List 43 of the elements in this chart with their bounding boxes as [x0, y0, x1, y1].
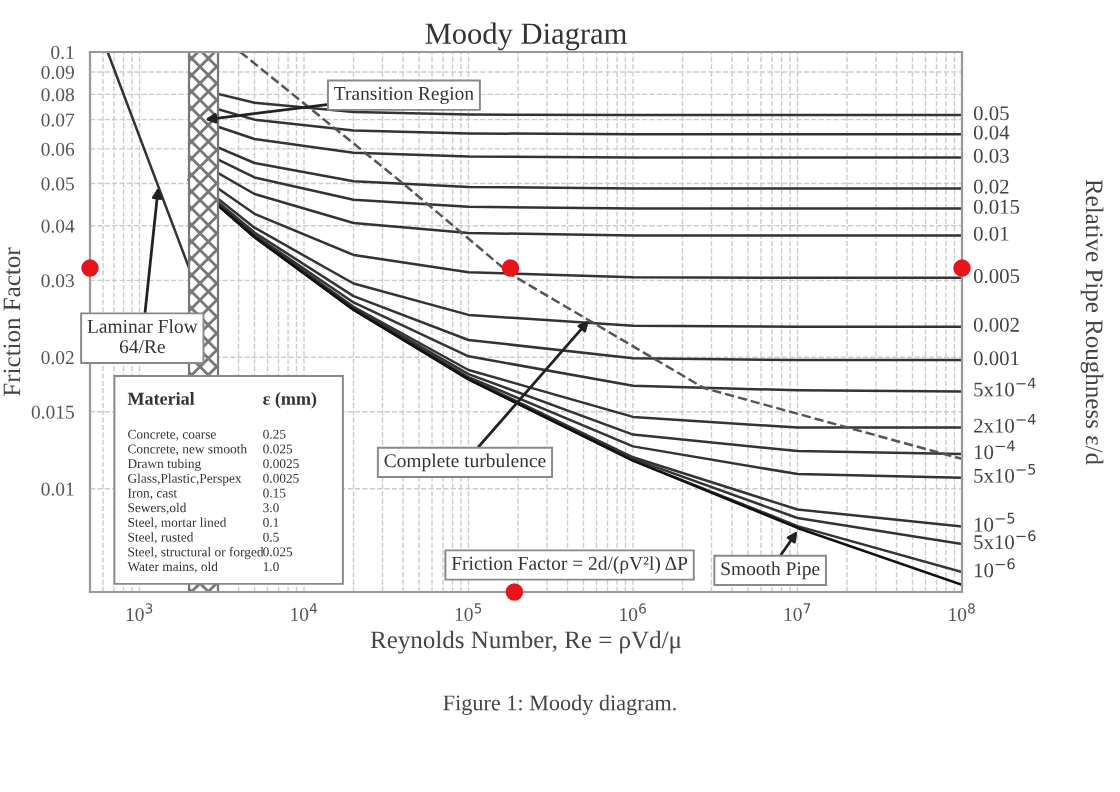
- series-label: 0.03: [973, 148, 1009, 163]
- y-tick-label: 0.015: [31, 405, 74, 419]
- y-tick-label: 0.03: [41, 274, 74, 288]
- y-axis-title: Friction Factor: [3, 247, 21, 396]
- annotation: Smooth Pipe: [721, 561, 820, 580]
- x-tick-label: 10$^{4}$: [291, 603, 318, 621]
- x-axis-title: Reynolds Number, Re = ρVd/μ: [370, 630, 681, 654]
- series-label: 0.001: [973, 351, 1019, 366]
- series-label: 10$^{−4}$: [974, 440, 1015, 460]
- y-tick-label: 0.05: [41, 177, 74, 191]
- x-tick-label: 10$^{8}$: [949, 603, 975, 622]
- y-tick-label: 0.01: [41, 482, 74, 496]
- annotation: Complete turbulence: [384, 453, 546, 472]
- y2-axis-title: Relative Pipe Roughness ε/d: [1080, 179, 1104, 465]
- chart-title: Moody Diagram: [425, 22, 627, 51]
- series-label: 0.015: [973, 199, 1020, 214]
- x-tick-label: 10$^{6}$: [620, 603, 646, 622]
- x-tick-label: 10$^{7}$: [784, 603, 811, 621]
- series-label: 5x10$^{−4}$: [974, 377, 1036, 397]
- annotation: Laminar Flow 64/Re: [87, 319, 198, 354]
- annotation: Transition Region: [334, 86, 474, 105]
- series-label: 0.04: [973, 125, 1010, 140]
- y-tick-label: 0.06: [41, 142, 75, 156]
- y-tick-label: 0.04: [41, 219, 75, 233]
- series-label: 2x10$^{−4}$: [974, 413, 1036, 433]
- series-label: 5x10$^{−5}$: [974, 463, 1036, 483]
- y-tick-label: 0.1: [51, 45, 74, 60]
- series-label: 0.002: [973, 317, 1019, 332]
- series-label: 0.01: [973, 226, 1009, 241]
- series-label: 0.02: [973, 179, 1009, 194]
- caption: Figure 1: Moody diagram.: [443, 694, 676, 715]
- series-label: 0.05: [973, 106, 1009, 121]
- y-tick-label: 0.08: [41, 88, 74, 102]
- x-tick-label: 10$^{3}$: [126, 603, 153, 622]
- x-tick-label: 10$^{5}$: [455, 603, 482, 621]
- annotation: Friction Factor = 2d/(ρV²l) ΔP: [451, 556, 688, 574]
- y-tick-label: 0.09: [41, 65, 74, 79]
- series-label: 10$^{−6}$: [974, 558, 1015, 578]
- series-label: 0.005: [973, 268, 1020, 284]
- series-label: 5x10$^{−6}$: [974, 530, 1036, 550]
- y-tick-label: 0.02: [41, 351, 74, 365]
- series-label: 10$^{−5}$: [974, 512, 1015, 532]
- y-tick-label: 0.07: [41, 113, 75, 127]
